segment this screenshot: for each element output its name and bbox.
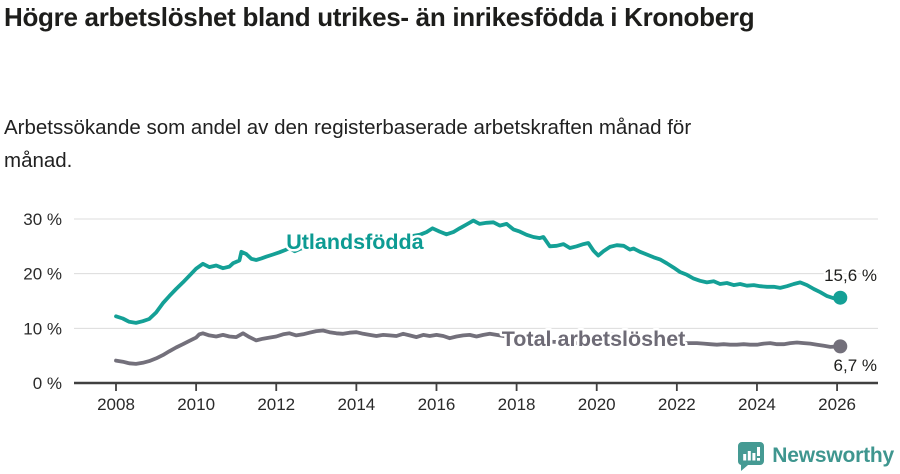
- series-end-dot-utlandsfodda: [833, 290, 848, 305]
- x-tick-label: 2012: [257, 395, 295, 414]
- newsworthy-wordmark: Newsworthy: [772, 444, 894, 467]
- series-line-utlandsfodda: [114, 218, 843, 325]
- series-line-total: [114, 328, 843, 366]
- series-label-total: Total arbetslöshet: [502, 327, 686, 351]
- series-label-utlandsfodda: Utlandsfödda: [286, 230, 424, 254]
- newsworthy-bubble-chart-icon: [738, 442, 765, 471]
- y-tick-label: 0 %: [33, 374, 62, 393]
- y-tick-label: 20 %: [23, 265, 62, 284]
- newsworthy-logo: Newsworthy: [737, 441, 894, 471]
- x-tick-label: 2018: [498, 395, 536, 414]
- x-tick-label: 2020: [578, 395, 616, 414]
- x-tick-label: 2022: [658, 395, 696, 414]
- series-end-value-total: 6,7 %: [834, 356, 877, 375]
- x-tick-label: 2026: [818, 395, 856, 414]
- y-tick-label: 10 %: [23, 319, 62, 338]
- chart-subtitle: Arbetssökande som andel av den registerb…: [4, 116, 692, 172]
- series-end-dot-total: [833, 339, 848, 354]
- x-tick-label: 2008: [97, 395, 135, 414]
- x-tick-label: 2016: [418, 395, 456, 414]
- y-tick-label: 30 %: [23, 210, 62, 229]
- x-tick-label: 2010: [177, 395, 215, 414]
- x-tick-label: 2014: [337, 395, 375, 414]
- chart-title: Högre arbetslöshet bland utrikes- än inr…: [4, 2, 755, 32]
- series-end-value-utlandsfodda: 15,6 %: [824, 266, 877, 285]
- x-tick-label: 2024: [738, 395, 776, 414]
